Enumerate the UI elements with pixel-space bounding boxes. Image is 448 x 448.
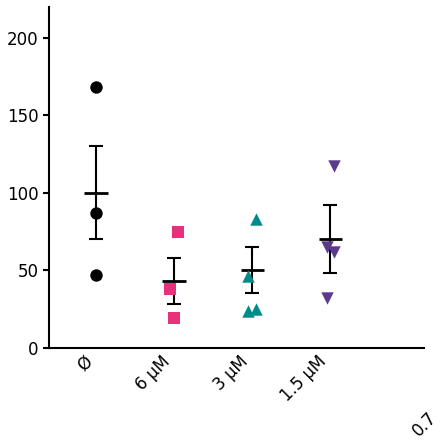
Point (92, 209, 99, 216)
Point (167, 285, 174, 293)
Point (92, 84, 99, 91)
Point (245, 307, 252, 314)
Point (331, 248, 338, 255)
Point (174, 228, 181, 235)
Text: 0.7: 0.7 (409, 409, 440, 440)
Point (323, 294, 330, 302)
Point (253, 215, 260, 223)
Point (171, 314, 178, 322)
Point (253, 306, 260, 313)
Point (245, 273, 252, 280)
Point (323, 243, 330, 250)
Point (92, 271, 99, 279)
Point (331, 163, 338, 170)
